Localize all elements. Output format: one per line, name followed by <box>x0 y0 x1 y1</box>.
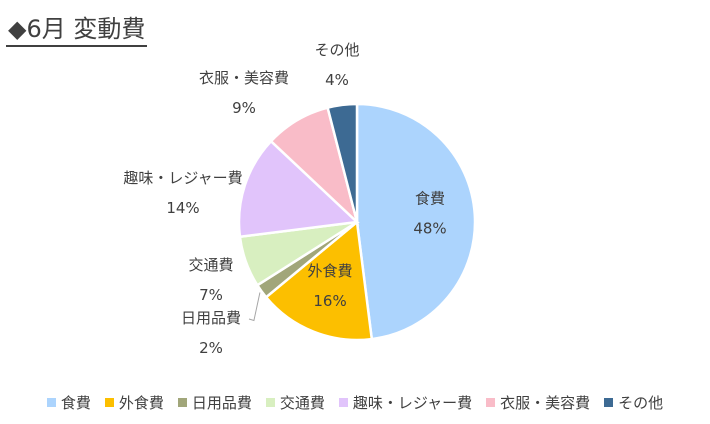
pie-slice-1 <box>355 102 477 341</box>
pie-slice-7 <box>326 102 359 223</box>
pie-slice-5 <box>237 139 360 239</box>
slice-value-4: 7% <box>199 286 223 304</box>
slice-value-7: 4% <box>325 71 349 89</box>
legend: 食費 外食費 日用品費 交通費 趣味・レジャー費 衣服・美容費 その他 <box>0 392 710 413</box>
slice-label-3: 日用品費 <box>181 309 241 327</box>
pie-slices <box>237 102 477 342</box>
slice-label-5: 趣味・レジャー費 <box>123 169 242 187</box>
legend-label-5: 趣味・レジャー費 <box>352 394 473 412</box>
legend-item-4: 交通費 <box>265 392 325 413</box>
slice-value-6: 9% <box>232 99 256 117</box>
legend-label-3: 日用品費 <box>191 394 252 412</box>
slice-label-6: 衣服・美容費 <box>199 69 289 87</box>
leader-line-3 <box>248 292 261 322</box>
legend-item-1: 食費 <box>46 392 91 413</box>
slice-value-5: 14% <box>166 199 199 217</box>
legend-swatch-4 <box>265 398 275 407</box>
legend-item-5: 趣味・レジャー費 <box>338 392 473 413</box>
slice-label-4: 交通費 <box>188 256 233 274</box>
slice-label-7: その他 <box>314 41 359 59</box>
legend-label-4: 交通費 <box>279 394 325 412</box>
slice-labels: 食費 48% 外食費 16% 日用品費 2% 交通費 7% 趣味・レジャー費 14% 衣服・美容費 9… <box>123 41 446 357</box>
slice-value-2: 16% <box>313 292 346 310</box>
legend-swatch-1 <box>46 398 56 407</box>
legend-label-2: 外食費 <box>118 394 164 412</box>
legend-item-3: 日用品費 <box>177 392 252 413</box>
legend-swatch-6 <box>486 398 496 407</box>
legend-swatch-7 <box>604 398 614 407</box>
legend-label-1: 食費 <box>60 394 91 412</box>
slice-label-1: 食費 <box>415 189 445 207</box>
legend-swatch-3 <box>177 398 187 407</box>
slice-value-3: 2% <box>199 339 223 357</box>
legend-item-2: 外食費 <box>104 392 164 413</box>
legend-item-7: その他 <box>604 392 663 413</box>
slice-label-2: 外食費 <box>308 262 353 280</box>
legend-item-6: 衣服・美容費 <box>486 392 590 413</box>
legend-swatch-5 <box>338 398 348 407</box>
slice-value-1: 48% <box>413 219 446 237</box>
legend-swatch-2 <box>104 398 114 407</box>
chart-title: ◆6月 変動費 <box>6 14 148 47</box>
pie-slice-2 <box>264 219 374 342</box>
leader-lines <box>248 292 261 322</box>
legend-label-6: 衣服・美容費 <box>500 394 591 412</box>
legend-label-7: その他 <box>618 394 664 412</box>
